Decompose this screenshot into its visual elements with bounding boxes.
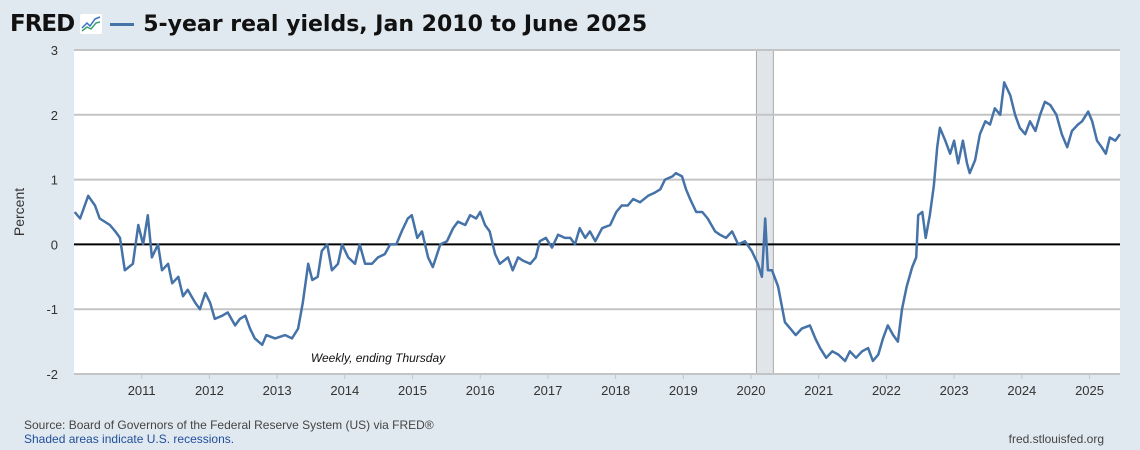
x-tick-label: 2021 [804,383,833,398]
x-tick-label: 2017 [533,383,562,398]
site-link[interactable]: fred.stlouisfed.org [1008,432,1104,446]
x-tick-label: 2019 [669,383,698,398]
x-tick-label: 2013 [263,383,292,398]
x-tick-label: 2022 [872,383,901,398]
x-tick-label: 2020 [737,383,766,398]
x-tick-label: 2025 [1075,383,1104,398]
y-tick-label: 0 [51,237,58,252]
fred-logo[interactable]: FRED [10,11,75,37]
legend-swatch [110,22,135,26]
recession-note: Shaded areas indicate U.S. recessions. [24,432,235,446]
y-tick-label: -2 [46,367,58,382]
source-note: Source: Board of Governors of the Federa… [24,418,434,432]
y-tick-label: 1 [51,173,58,188]
y-tick-label: -1 [46,302,58,317]
x-tick-label: 2015 [398,383,427,398]
x-tick-label: 2012 [195,383,224,398]
chart-title: 5-year real yields, Jan 2010 to June 202… [143,11,648,37]
y-tick-label: 3 [51,43,58,58]
x-tick-label: 2014 [330,383,359,398]
x-tick-label: 2018 [601,383,630,398]
x-tick-label: 2016 [466,383,495,398]
x-tick-label: 2024 [1007,383,1036,398]
x-tick-label: 2011 [128,383,156,398]
fred-graph-icon [80,14,103,34]
plot-area [74,50,1120,374]
y-tick-label: 2 [51,108,58,123]
recession-band [755,49,774,375]
x-tick-label: 2023 [940,383,969,398]
y-axis-label: Percent [11,188,27,236]
frequency-note: Weekly, ending Thursday [311,351,446,365]
chart-header: FRED 5-year real yields, Jan 2010 to Jun… [10,6,647,42]
series-line [73,81,1122,363]
